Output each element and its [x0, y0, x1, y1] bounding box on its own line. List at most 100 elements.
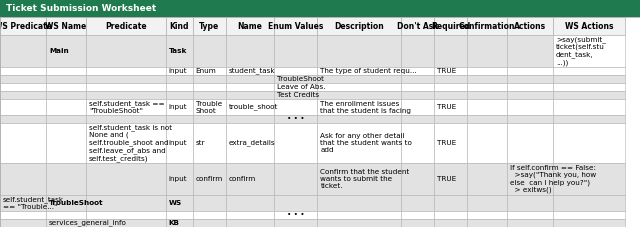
Bar — [0, 219, 46, 227]
Text: Type: Type — [199, 22, 220, 31]
Bar — [193, 35, 226, 67]
Bar — [193, 99, 226, 115]
Bar — [166, 35, 193, 67]
Bar — [226, 91, 274, 99]
Bar — [86, 211, 166, 219]
Bar — [0, 35, 46, 67]
Text: Trouble
Shoot: Trouble Shoot — [196, 101, 222, 114]
Text: Confirmation: Confirmation — [459, 22, 515, 31]
Bar — [166, 99, 193, 115]
Bar — [401, 99, 434, 115]
Text: Confirm that the student
wants to submit the
ticket.: Confirm that the student wants to submit… — [321, 169, 410, 189]
Bar — [507, 211, 553, 219]
Bar — [0, 123, 46, 163]
Bar — [274, 163, 317, 195]
Bar — [0, 115, 46, 123]
Bar — [401, 91, 434, 99]
Bar — [226, 83, 274, 91]
Text: self.student_task
== "Trouble...": self.student_task == "Trouble..." — [3, 196, 64, 210]
Bar — [274, 75, 317, 83]
Bar — [193, 67, 226, 75]
Bar — [86, 17, 166, 35]
Bar — [401, 17, 434, 35]
Bar — [317, 219, 401, 227]
Bar — [0, 83, 46, 91]
Bar — [193, 75, 226, 83]
Text: Name: Name — [237, 22, 262, 31]
Bar — [274, 211, 317, 219]
Text: Actions: Actions — [514, 22, 546, 31]
Bar — [0, 195, 46, 211]
Bar — [434, 83, 467, 91]
Bar — [507, 91, 553, 99]
Bar — [553, 75, 625, 83]
Text: confirm: confirm — [229, 176, 256, 182]
Text: • • •: • • • — [287, 212, 305, 218]
Bar — [46, 83, 86, 91]
Bar — [226, 115, 274, 123]
Text: Test Credits: Test Credits — [277, 92, 319, 98]
Bar — [317, 17, 401, 35]
Bar — [0, 91, 46, 99]
Bar — [317, 195, 401, 211]
Bar — [193, 17, 226, 35]
Bar — [467, 75, 507, 83]
Bar — [166, 211, 193, 219]
Bar — [274, 219, 317, 227]
Bar — [317, 115, 401, 123]
Bar — [467, 195, 507, 211]
Bar — [507, 67, 553, 75]
Text: Ticket Submission Worksheet: Ticket Submission Worksheet — [6, 4, 156, 13]
Text: TroubleShoot: TroubleShoot — [49, 200, 104, 206]
Bar — [434, 115, 467, 123]
Text: TRUE: TRUE — [437, 104, 456, 110]
Bar — [226, 163, 274, 195]
Text: WS Actions: WS Actions — [564, 22, 613, 31]
Bar — [401, 83, 434, 91]
Text: Enum: Enum — [196, 68, 216, 74]
Bar — [434, 219, 467, 227]
Bar — [46, 123, 86, 163]
Text: trouble_shoot: trouble_shoot — [229, 104, 278, 110]
Bar — [166, 17, 193, 35]
Bar — [166, 195, 193, 211]
Bar — [46, 67, 86, 75]
Bar — [467, 35, 507, 67]
Bar — [226, 17, 274, 35]
Bar — [507, 75, 553, 83]
Bar — [166, 83, 193, 91]
Bar — [0, 163, 46, 195]
Bar — [274, 83, 317, 91]
Bar — [193, 195, 226, 211]
Bar — [434, 195, 467, 211]
Bar — [193, 91, 226, 99]
Bar — [553, 99, 625, 115]
Bar — [467, 123, 507, 163]
Bar — [86, 67, 166, 75]
Bar — [46, 195, 86, 211]
Text: Ask for any other detail
that the student wants to
add: Ask for any other detail that the studen… — [321, 133, 412, 153]
Text: >say(submit_
ticket(self.stu
dent_task,
...)): >say(submit_ ticket(self.stu dent_task, … — [556, 36, 606, 66]
Bar — [166, 219, 193, 227]
Bar — [46, 35, 86, 67]
Text: The type of student requ...: The type of student requ... — [321, 68, 417, 74]
Bar — [274, 115, 317, 123]
Bar — [274, 17, 317, 35]
Text: confirm: confirm — [196, 176, 223, 182]
Bar — [434, 123, 467, 163]
Bar — [553, 195, 625, 211]
Bar — [317, 123, 401, 163]
Bar — [317, 75, 401, 83]
Text: Predicate: Predicate — [105, 22, 147, 31]
Text: Leave of Abs.: Leave of Abs. — [277, 84, 325, 90]
Bar — [46, 115, 86, 123]
Text: KB: KB — [169, 220, 180, 226]
Bar — [46, 219, 86, 227]
Bar — [166, 123, 193, 163]
Bar — [86, 163, 166, 195]
Bar — [553, 17, 625, 35]
Bar — [226, 219, 274, 227]
Bar — [166, 91, 193, 99]
Text: services_general_info: services_general_info — [49, 220, 127, 226]
Bar — [226, 195, 274, 211]
